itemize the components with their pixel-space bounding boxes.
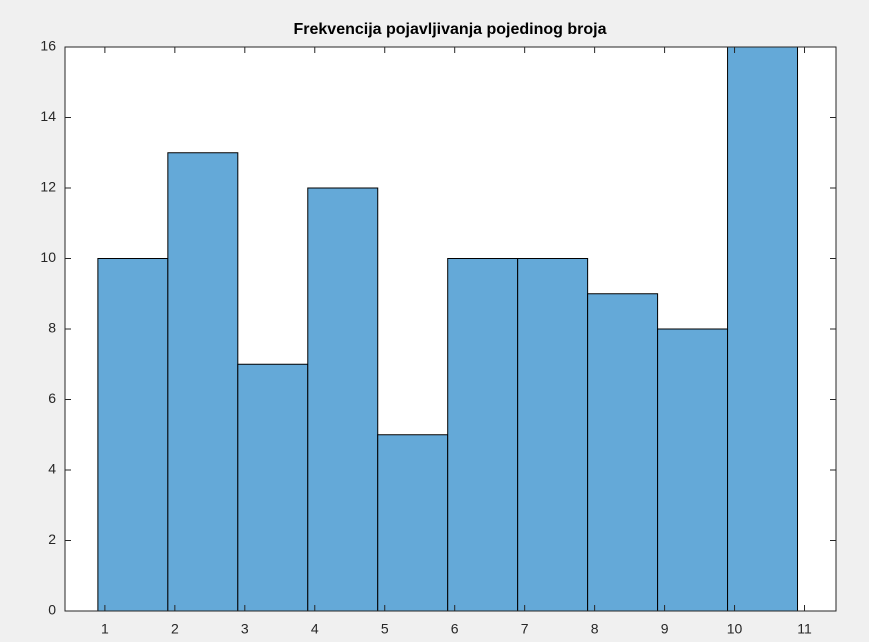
x-tick-label: 1 [101,621,109,637]
bar [727,46,799,612]
x-tick-label: 11 [797,621,812,637]
chart-title: Frekvencija pojavljivanja pojedinog broj… [294,21,607,38]
bar [447,258,519,612]
bar [307,187,379,612]
bar [517,258,589,612]
x-tick-label: 7 [521,621,529,637]
bar [97,258,169,612]
y-tick-label: 14 [40,108,56,124]
y-tick-label: 4 [48,461,56,477]
bar [167,152,239,612]
axes-box [64,46,837,612]
bar [587,293,659,612]
x-tick-label: 4 [311,621,319,637]
x-tick-label: 8 [591,621,599,637]
bar [237,363,309,612]
x-tick-label: 5 [381,621,389,637]
y-tick-label: 0 [48,602,56,618]
y-tick-label: 10 [40,249,56,265]
y-tick-label: 8 [48,320,56,336]
x-tick-label: 3 [241,621,249,637]
y-tick-label: 16 [40,38,56,54]
y-tick-label: 6 [48,390,56,406]
x-tick-label: 10 [727,621,743,637]
bar [377,434,449,612]
y-tick-label: 2 [48,531,56,547]
x-tick-label: 2 [171,621,179,637]
bar [657,328,729,612]
y-tick-label: 12 [40,179,56,195]
x-tick-label: 9 [661,621,669,637]
x-tick-label: 6 [451,621,459,637]
